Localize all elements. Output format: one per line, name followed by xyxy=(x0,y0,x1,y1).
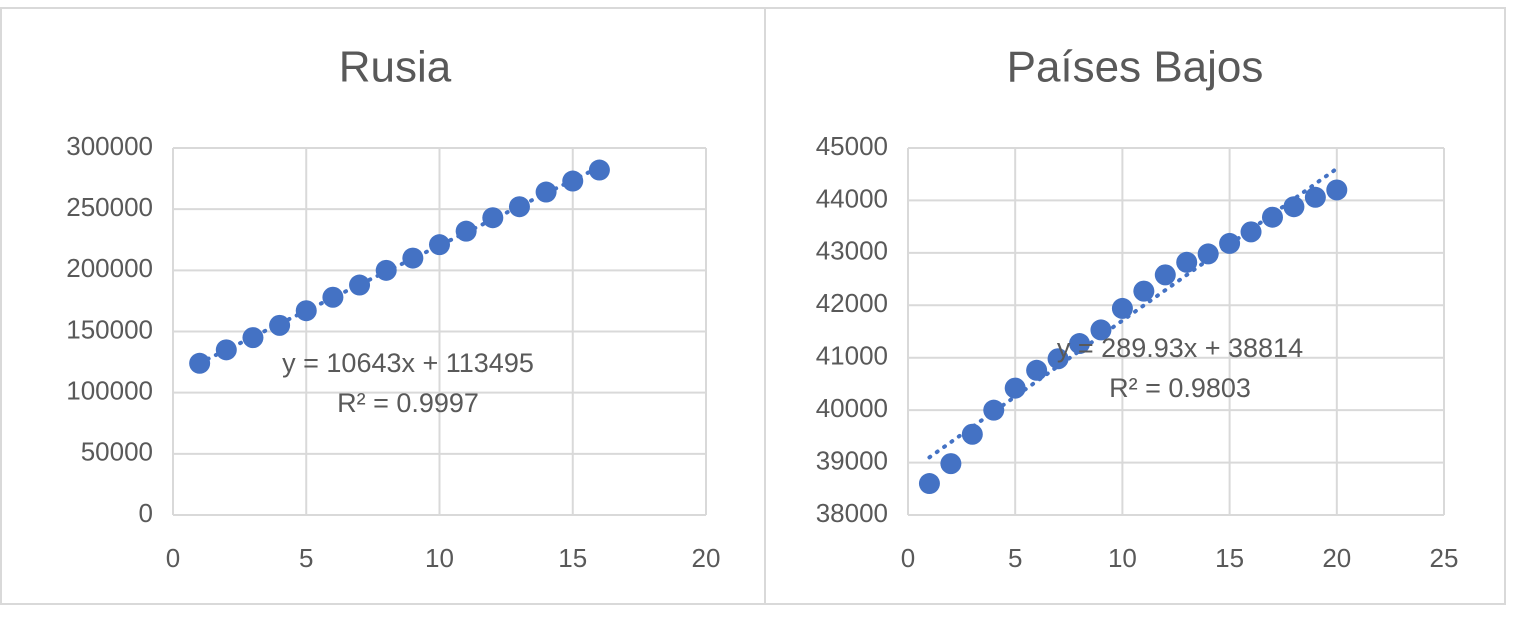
x-tick-label: 5 xyxy=(1008,543,1022,573)
point xyxy=(269,314,291,336)
point xyxy=(402,247,424,269)
point xyxy=(588,159,610,181)
y-tick-label: 50000 xyxy=(81,437,153,467)
point xyxy=(1176,251,1198,273)
trendline-label: y = 10643x + 113495 xyxy=(282,348,534,378)
point xyxy=(961,423,983,445)
y-tick-label: 200000 xyxy=(66,253,153,283)
point xyxy=(1283,196,1305,218)
point xyxy=(1219,232,1241,254)
trendline-label: R² = 0.9997 xyxy=(337,388,479,418)
point xyxy=(1069,333,1091,355)
point xyxy=(1326,179,1348,201)
point xyxy=(215,339,237,361)
point xyxy=(189,352,211,374)
y-tick-label: 38000 xyxy=(816,498,888,528)
point xyxy=(1026,359,1048,381)
trendline-label: y = 289.93x + 38814 xyxy=(1057,333,1303,363)
y-tick-label: 39000 xyxy=(816,445,888,475)
point xyxy=(375,259,397,281)
point xyxy=(983,399,1005,421)
x-tick-label: 0 xyxy=(901,543,915,573)
point xyxy=(322,286,344,308)
y-tick-label: 0 xyxy=(139,498,153,528)
point xyxy=(1090,319,1112,341)
point xyxy=(482,207,504,229)
x-tick-label: 15 xyxy=(1215,543,1244,573)
point xyxy=(349,274,371,296)
y-tick-label: 43000 xyxy=(816,236,888,266)
chart-title: Países Bajos xyxy=(1007,43,1264,92)
y-tick-label: 45000 xyxy=(816,131,888,161)
point xyxy=(295,300,317,322)
point xyxy=(918,473,940,495)
point xyxy=(455,220,477,242)
point xyxy=(535,181,557,203)
trendline-label: R² = 0.9803 xyxy=(1109,373,1251,403)
y-tick-label: 40000 xyxy=(816,393,888,423)
y-tick-label: 250000 xyxy=(66,192,153,222)
point xyxy=(1304,186,1326,208)
point xyxy=(1154,264,1176,286)
x-tick-label: 15 xyxy=(558,543,587,573)
x-tick-label: 0 xyxy=(166,543,180,573)
point xyxy=(562,170,584,192)
x-tick-label: 10 xyxy=(425,543,454,573)
point xyxy=(242,327,264,349)
x-tick-label: 20 xyxy=(692,543,721,573)
y-tick-label: 150000 xyxy=(66,314,153,344)
x-tick-label: 10 xyxy=(1108,543,1137,573)
point xyxy=(508,196,530,218)
point xyxy=(1197,243,1219,265)
point xyxy=(1047,348,1069,370)
y-tick-label: 41000 xyxy=(816,341,888,371)
point xyxy=(1111,297,1133,319)
y-tick-label: 100000 xyxy=(66,376,153,406)
x-tick-label: 25 xyxy=(1430,543,1459,573)
y-tick-label: 44000 xyxy=(816,183,888,213)
y-tick-label: 42000 xyxy=(816,288,888,318)
x-tick-label: 5 xyxy=(299,543,313,573)
point xyxy=(1133,280,1155,302)
point xyxy=(1261,206,1283,228)
point xyxy=(1004,377,1026,399)
point xyxy=(940,453,962,475)
y-tick-label: 300000 xyxy=(66,131,153,161)
point xyxy=(429,234,450,256)
trendline xyxy=(197,165,602,365)
x-tick-label: 20 xyxy=(1322,543,1351,573)
point xyxy=(1240,221,1262,243)
chart-title: Rusia xyxy=(339,43,452,92)
